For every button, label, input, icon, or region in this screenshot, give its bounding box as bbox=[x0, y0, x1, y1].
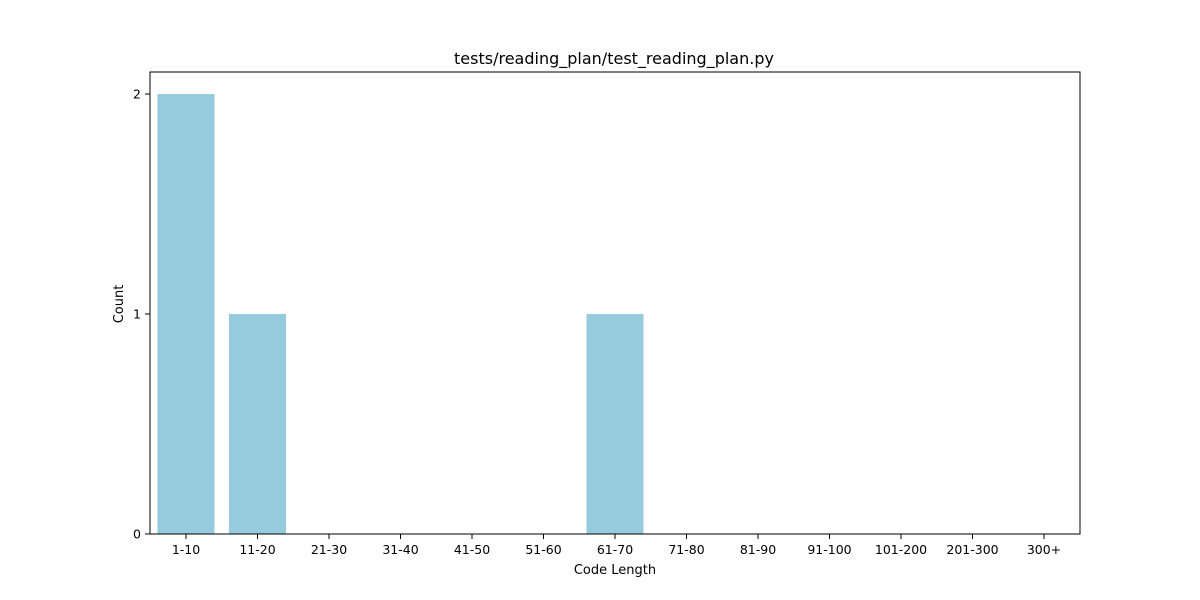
x-tick-label: 51-60 bbox=[525, 542, 561, 557]
bar-61-70 bbox=[586, 314, 644, 534]
y-tick-label: 2 bbox=[133, 87, 141, 102]
x-axis: 1-10 11-20 21-30 31-40 41-50 51-60 61-70 71-80 8… bbox=[172, 534, 1061, 557]
bar-11-20 bbox=[229, 314, 286, 534]
x-tick-label: 91-100 bbox=[807, 542, 851, 557]
x-tick-label: 41-50 bbox=[454, 542, 490, 557]
y-axis: 0 1 2 bbox=[133, 87, 150, 542]
x-tick-label: 61-70 bbox=[597, 542, 633, 557]
x-tick-label: 201-300 bbox=[946, 542, 998, 557]
x-tick-label: 81-90 bbox=[740, 542, 776, 557]
chart-title: tests/reading_plan/test_reading_plan.py bbox=[454, 49, 774, 69]
x-tick-label: 101-200 bbox=[875, 542, 927, 557]
x-tick-label: 31-40 bbox=[382, 542, 418, 557]
x-tick-label: 300+ bbox=[1027, 542, 1061, 557]
x-tick-label: 71-80 bbox=[668, 542, 704, 557]
bars-group bbox=[157, 94, 644, 534]
y-tick-label: 0 bbox=[133, 527, 141, 542]
x-tick-label: 21-30 bbox=[311, 542, 347, 557]
bar-1-10 bbox=[157, 94, 215, 534]
x-axis-label: Code Length bbox=[574, 563, 656, 578]
x-tick-label: 11-20 bbox=[239, 542, 275, 557]
x-tick-label: 1-10 bbox=[172, 542, 200, 557]
y-tick-label: 1 bbox=[133, 307, 141, 322]
y-axis-label: Count bbox=[112, 285, 127, 324]
